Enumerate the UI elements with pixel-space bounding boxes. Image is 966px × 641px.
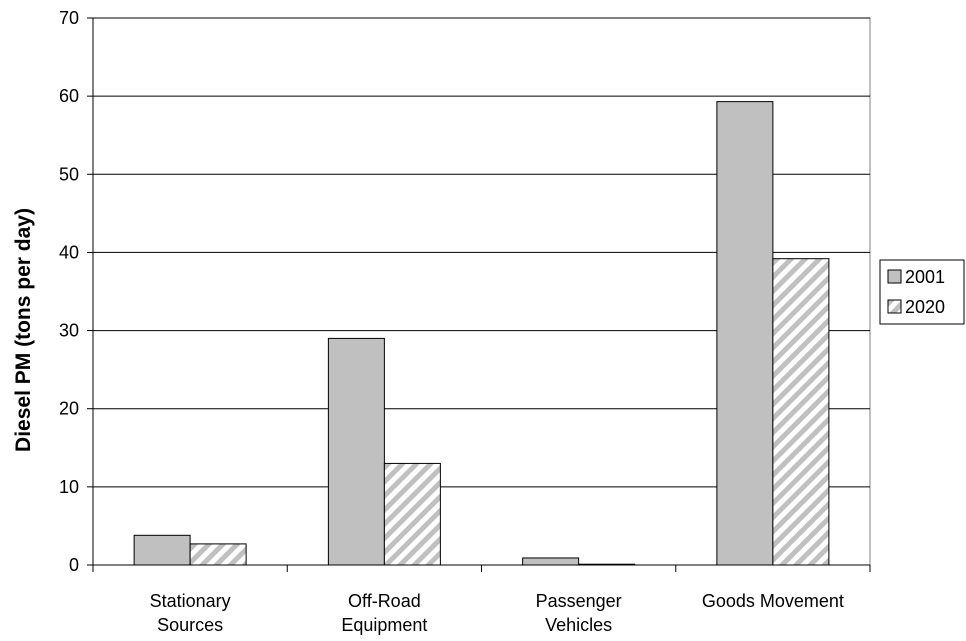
x-category-label: Stationary: [150, 591, 231, 611]
y-tick-label: 20: [59, 399, 79, 419]
y-tick-label: 30: [59, 321, 79, 341]
x-category-label: Equipment: [341, 615, 427, 635]
x-category-label: Vehicles: [545, 615, 612, 635]
legend-label-2020: 2020: [905, 297, 945, 317]
bar-2001-3: [716, 101, 774, 566]
bar-2001-2: [522, 557, 580, 566]
y-tick-labels: 0 10 20 30 40 50 60 70: [59, 8, 79, 575]
x-category-label: Sources: [157, 615, 223, 635]
y-axis-title: Diesel PM (tons per day): [12, 208, 35, 452]
legend-swatch-2001: [887, 269, 902, 284]
legend-label-2001: 2001: [905, 267, 945, 287]
x-category-labels: Stationary Sources Off-Road Equipment Passen…: [150, 591, 844, 635]
bar-2020-0: [189, 543, 247, 566]
y-tick-label: 40: [59, 242, 79, 262]
bar-2001-1: [327, 337, 385, 566]
legend-swatch-2020: [887, 299, 902, 314]
bar-2001-0: [133, 534, 191, 566]
y-tick-label: 10: [59, 477, 79, 497]
legend: 2001 2020: [879, 259, 965, 325]
y-tick-label: 60: [59, 86, 79, 106]
x-category-label: Off-Road: [348, 591, 421, 611]
y-tick-label: 70: [59, 8, 79, 28]
bar-2020-1: [383, 462, 441, 566]
axes: [87, 17, 871, 572]
y-tick-label: 50: [59, 164, 79, 184]
x-category-label: Passenger: [536, 591, 622, 611]
x-category-label: Goods Movement: [702, 591, 844, 611]
bar-2020-3: [772, 258, 830, 566]
y-tick-label: 0: [69, 555, 79, 575]
